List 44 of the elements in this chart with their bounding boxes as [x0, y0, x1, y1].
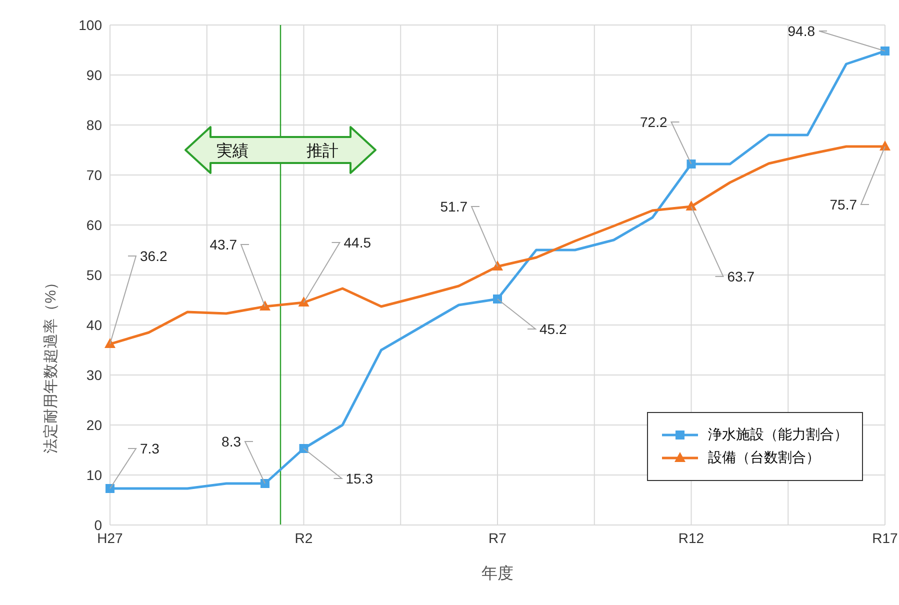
point	[880, 46, 890, 56]
data-label: 75.7	[830, 196, 858, 212]
x-tick-label: R17	[872, 530, 898, 546]
point	[104, 338, 116, 348]
x-tick-label: R2	[294, 530, 313, 546]
point	[299, 444, 308, 453]
data-label: 7.3	[140, 440, 160, 456]
data-label: 8.3	[222, 434, 242, 450]
data-label: 72.2	[640, 114, 668, 130]
point	[260, 479, 270, 488]
data-label: 15.3	[346, 470, 374, 486]
y-tick-label: 10	[86, 466, 102, 483]
y-tick-label: 80	[86, 116, 102, 133]
point	[298, 296, 310, 306]
point	[880, 140, 890, 150]
data-label: 45.2	[540, 321, 567, 337]
x-tick-label: R7	[488, 530, 507, 546]
legend-label: 設備（台数割合）	[708, 449, 820, 467]
data-label: 43.7	[210, 236, 238, 252]
data-label: 51.7	[440, 198, 468, 214]
data-label: 94.8	[788, 23, 816, 39]
data-label: 44.5	[344, 234, 372, 250]
point	[260, 300, 270, 310]
annotation: 推計	[306, 142, 338, 160]
annotation: 実績	[216, 142, 248, 160]
legend-label: 浄水施設（能力割合）	[708, 426, 848, 444]
y-tick-label: 70	[86, 166, 102, 183]
y-tick-label: 50	[86, 266, 102, 283]
y-tick-label: 60	[86, 216, 102, 233]
point	[493, 294, 502, 304]
y-tick-label: 40	[86, 316, 102, 333]
data-label: 63.7	[727, 268, 755, 284]
x-tick-label: R12	[678, 530, 704, 546]
y-tick-label: 90	[86, 66, 102, 83]
y-axis-title: 法定耐用年数超過率（%）	[42, 275, 60, 454]
point	[686, 160, 696, 168]
data-label: 36.2	[140, 248, 168, 264]
y-tick-label: 20	[86, 416, 102, 433]
point	[686, 200, 697, 210]
point	[106, 484, 114, 493]
point	[492, 260, 503, 270]
y-tick-label: 100	[78, 16, 102, 33]
x-axis-title: 年度	[482, 564, 514, 582]
y-tick-label: 30	[86, 366, 102, 383]
